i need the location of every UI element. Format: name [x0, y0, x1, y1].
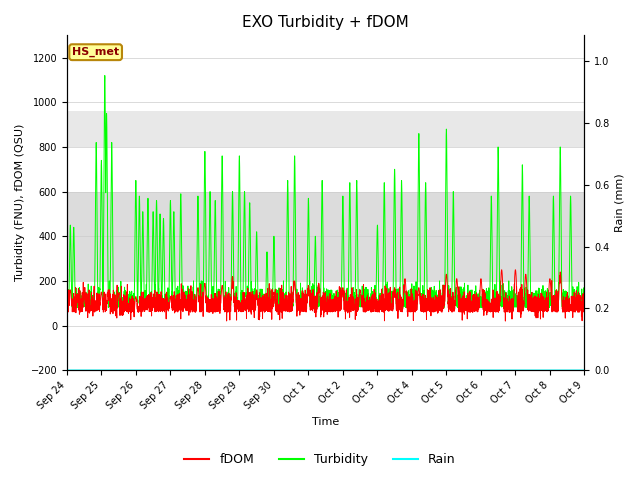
Text: HS_met: HS_met	[72, 47, 119, 57]
Bar	[67, 111, 584, 147]
Y-axis label: Turbidity (FNU), fDOM (QSU): Turbidity (FNU), fDOM (QSU)	[15, 124, 25, 281]
Y-axis label: Rain (mm): Rain (mm)	[615, 173, 625, 232]
Title: EXO Turbidity + fDOM: EXO Turbidity + fDOM	[243, 15, 409, 30]
Bar	[67, 192, 584, 281]
Legend: fDOM, Turbidity, Rain: fDOM, Turbidity, Rain	[179, 448, 461, 471]
X-axis label: Time: Time	[312, 417, 339, 427]
